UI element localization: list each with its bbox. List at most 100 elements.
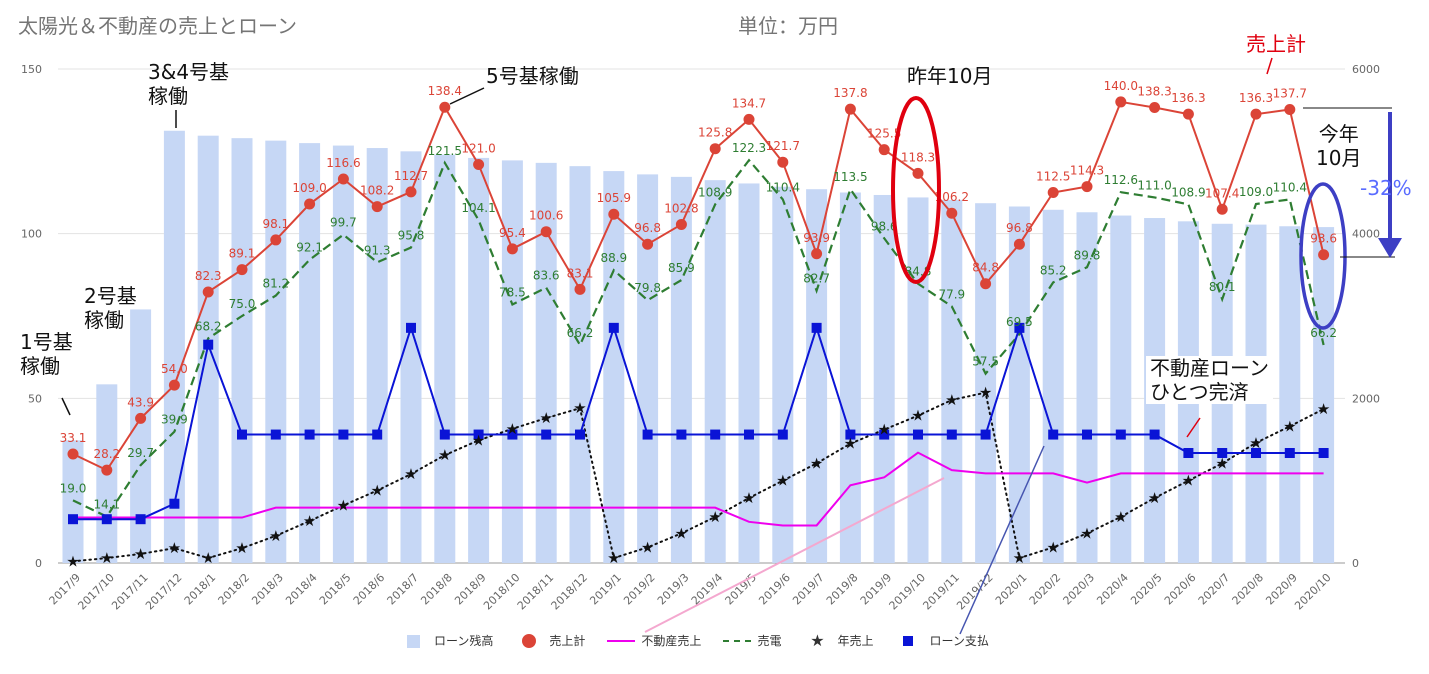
loan-balance-bar [130,309,152,563]
legend-label: 売電 [757,634,782,648]
x-tick-label: 2018/5 [317,571,354,608]
x-tick-label: 2019/7 [790,571,827,608]
pointer-unit5 [449,87,485,105]
annual-sales-point: ★ [303,512,316,530]
legend-star-swatch: ★ [810,630,825,650]
unit-label: 単位：万円 [738,14,838,38]
loan-payment-point [372,429,383,440]
x-tick-label: 2018/3 [249,571,286,608]
annual-sales-point: ★ [506,420,519,438]
annual-sales-point: ★ [66,552,79,570]
sales-total-point [1081,181,1093,193]
sales-total-point [1149,102,1161,114]
sales-total-label: 106.2 [935,190,969,204]
left-tick-label: 100 [21,228,42,241]
power-label: 112.6 [1104,173,1138,187]
loan-balance-bar [873,194,895,563]
pointer-loan-complete [1186,417,1201,438]
sales-total-point [67,448,79,460]
power-label: 57.5 [972,355,999,369]
annual-sales-point: ★ [100,549,113,567]
x-tick-label: 2019/2 [621,571,658,608]
annual-sales-point: ★ [269,527,282,545]
power-label: 66.2 [1310,326,1337,340]
sales-total-point [675,218,687,230]
annual-sales-point: ★ [337,496,350,514]
loan-payment-point [608,322,619,333]
sales-total-label: 108.2 [360,184,394,198]
x-tick-label: 2020/10 [1292,571,1334,613]
loan-payment-point [237,429,247,440]
loan-payment-point [541,429,552,440]
sales-total-label: 33.1 [60,431,87,445]
annual-sales-point: ★ [1148,489,1161,507]
loan-balance-bar [738,183,760,563]
x-tick-label: 2018/8 [418,571,455,608]
sales-total-label: 121.0 [461,142,495,156]
power-label: 68.2 [195,319,222,333]
sales-total-point [709,143,721,155]
annual-sales-point: ★ [877,421,890,439]
sales-total-point [168,379,180,391]
power-label: 99.7 [330,216,357,230]
annual-sales-point: ★ [235,539,248,557]
loan-payment-point [879,429,890,440]
loan-payment-point [270,429,281,440]
loan-balance-bar [670,176,692,563]
power-label: 111.0 [1137,178,1171,192]
sales-total-label: 116.6 [326,156,360,170]
annotation-sales-total: 売上計 [1246,32,1306,56]
sales-total-label: 140.0 [1104,79,1138,93]
loan-balance-bar [62,440,84,563]
x-tick-label: 2019/3 [655,571,692,608]
power-label: 82.7 [803,272,830,286]
annual-sales-point: ★ [370,482,383,500]
legend-label: ローン残高 [434,634,494,648]
loan-payment-point [642,429,653,440]
loan-balance-bar [400,151,422,564]
loan-balance-bar [501,160,523,563]
power-label: 88.9 [600,251,627,265]
sales-total-point [304,198,316,210]
annual-sales-point: ★ [945,391,958,409]
loan-payment-point [203,339,214,350]
x-tick-label: 2020/3 [1061,571,1098,608]
loan-balance-bar [907,197,929,563]
power-label: 78.5 [499,285,526,299]
legend-square-swatch [895,634,923,648]
loan-payment-point [101,514,112,525]
annual-sales-point: ★ [607,549,620,567]
annual-sales-point: ★ [1215,454,1228,472]
loan-balance-bar [941,199,963,563]
power-label: 69.5 [1006,315,1033,329]
loan-balance-bar [839,192,861,563]
loan-balance-bar [434,154,456,564]
power-label: 109.0 [1239,185,1273,199]
x-tick-label: 2019/12 [954,571,996,613]
sales-total-label: 137.7 [1273,87,1307,101]
legend-item-annual: ★ 年売上 [803,632,873,649]
sales-total-point [1216,203,1228,215]
data-labels: 33.128.243.954.082.389.198.1109.0116.610… [60,79,1337,512]
annual-sales-point: ★ [675,524,688,542]
loan-balance-bar [772,186,794,563]
loan-payment-point [304,429,315,440]
power-label: 66.2 [567,326,594,340]
x-tick-label: 2018/7 [385,571,422,608]
power-label: 110.4 [1273,180,1307,194]
sales-total-label: 83.1 [567,266,594,280]
power-label: 39.9 [161,413,188,427]
annual-sales-point: ★ [1182,472,1195,490]
legend-item-sales-total: 売上計 [515,632,585,649]
x-tick-label: 2020/8 [1230,571,1267,608]
x-tick-label: 2017/12 [143,571,185,613]
x-tick-label: 2018/6 [351,571,388,608]
pointer-unit1 [61,397,71,416]
realestate-sales-line [73,451,1324,527]
loan-payment-line [73,324,1324,521]
sales-total-label: 137.8 [833,86,867,100]
loan-payment-point [135,514,146,525]
sales-total-label: 112.5 [1036,170,1070,184]
annual-sales-point: ★ [573,399,586,417]
